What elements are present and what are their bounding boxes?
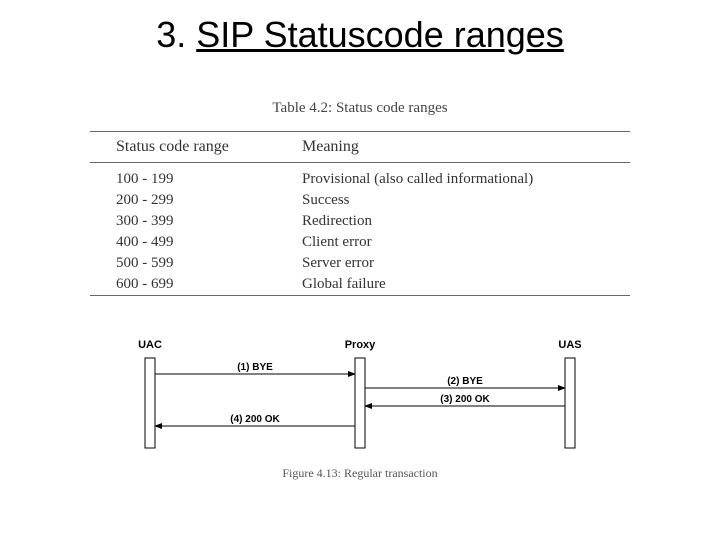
cell-meaning: Success bbox=[296, 190, 630, 211]
lifeline-uas bbox=[565, 358, 575, 448]
lifeline-uac bbox=[145, 358, 155, 448]
message-label: (4) 200 OK bbox=[230, 414, 280, 425]
table-row: 600 - 699 Global failure bbox=[90, 274, 630, 296]
sequence-diagram: UAC Proxy UAS (1) BYE (2) BYE (3) 200 OK (4) 2… bbox=[100, 330, 620, 460]
status-code-table: Status code range Meaning 100 - 199 Prov… bbox=[90, 131, 630, 296]
slide: 3. SIP Statuscode ranges Table 4.2: Stat… bbox=[0, 0, 720, 540]
status-code-table-block: Table 4.2: Status code ranges Status cod… bbox=[90, 100, 630, 296]
table-header-meaning: Meaning bbox=[296, 132, 630, 163]
cell-meaning: Client error bbox=[296, 232, 630, 253]
cell-range: 500 - 599 bbox=[90, 253, 296, 274]
cell-range: 200 - 299 bbox=[90, 190, 296, 211]
cell-meaning: Redirection bbox=[296, 211, 630, 232]
cell-meaning: Global failure bbox=[296, 274, 630, 296]
table-row: 100 - 199 Provisional (also called infor… bbox=[90, 169, 630, 190]
message-label: (1) BYE bbox=[237, 362, 273, 373]
table-row: 300 - 399 Redirection bbox=[90, 211, 630, 232]
table-header-row: Status code range Meaning bbox=[90, 132, 630, 163]
sequence-diagram-block: UAC Proxy UAS (1) BYE (2) BYE (3) 200 OK (4) 2… bbox=[100, 330, 620, 490]
table-caption: Table 4.2: Status code ranges bbox=[90, 100, 630, 117]
lifeline-label-uas: UAS bbox=[558, 339, 581, 351]
cell-range: 400 - 499 bbox=[90, 232, 296, 253]
lifeline-proxy bbox=[355, 358, 365, 448]
title-prefix: 3. bbox=[156, 14, 196, 55]
cell-range: 100 - 199 bbox=[90, 169, 296, 190]
title-main: SIP Statuscode ranges bbox=[196, 14, 564, 55]
slide-title: 3. SIP Statuscode ranges bbox=[0, 14, 720, 56]
cell-meaning: Server error bbox=[296, 253, 630, 274]
table-row: 200 - 299 Success bbox=[90, 190, 630, 211]
lifeline-label-uac: UAC bbox=[138, 339, 162, 351]
message-label: (2) BYE bbox=[447, 376, 483, 387]
cell-meaning: Provisional (also called informational) bbox=[296, 169, 630, 190]
message-label: (3) 200 OK bbox=[440, 394, 490, 405]
table-row: 500 - 599 Server error bbox=[90, 253, 630, 274]
lifeline-label-proxy: Proxy bbox=[345, 339, 376, 351]
table-header-range: Status code range bbox=[90, 132, 296, 163]
cell-range: 300 - 399 bbox=[90, 211, 296, 232]
sequence-caption: Figure 4.13: Regular transaction bbox=[100, 466, 620, 481]
table-row: 400 - 499 Client error bbox=[90, 232, 630, 253]
cell-range: 600 - 699 bbox=[90, 274, 296, 296]
